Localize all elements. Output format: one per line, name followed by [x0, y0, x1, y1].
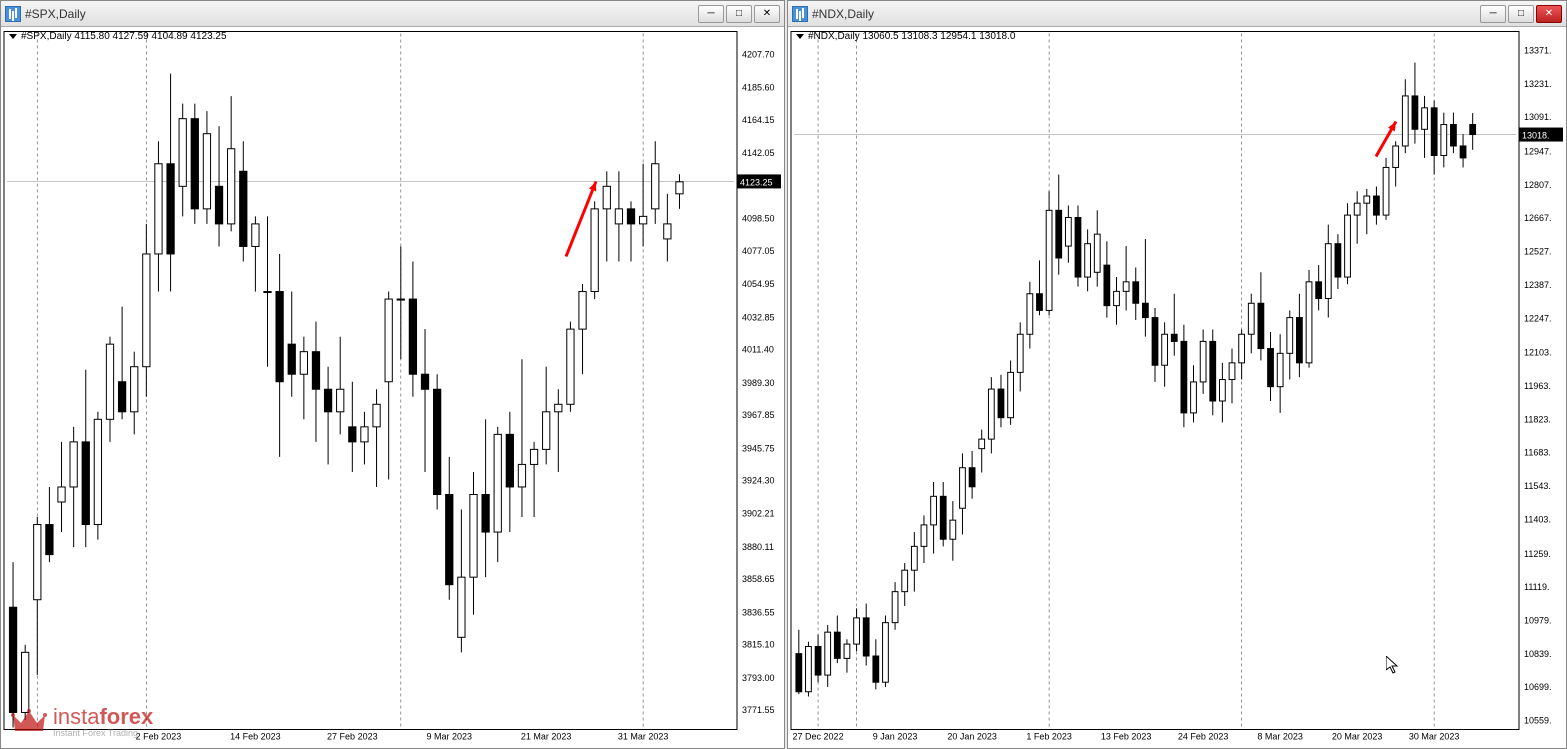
dropdown-icon[interactable]: [796, 34, 804, 39]
svg-text:24 Feb 2023: 24 Feb 2023: [1178, 732, 1229, 742]
svg-text:3945.75: 3945.75: [742, 443, 775, 453]
chart-window-ndx: #NDX,Daily ─ □ ✕ #NDX,Daily 13060.5 1310…: [787, 0, 1567, 749]
titlebar-text-spx: #SPX,Daily: [25, 7, 698, 21]
chart-svg-spx: 4207.70 4185.60 4164.15 4142.05 4123.25 4098.…: [1, 27, 784, 748]
svg-text:8 Mar 2023: 8 Mar 2023: [1257, 732, 1303, 742]
svg-text:27 Dec 2022: 27 Dec 2022: [793, 732, 844, 742]
svg-text:4142.05: 4142.05: [742, 148, 775, 158]
svg-text:11403.: 11403.: [1524, 514, 1551, 524]
logo-text: instaforex: [53, 704, 153, 729]
svg-text:4032.85: 4032.85: [742, 312, 775, 322]
svg-text:10979.: 10979.: [1524, 615, 1552, 625]
minimize-button[interactable]: ─: [1480, 5, 1506, 23]
svg-text:3836.55: 3836.55: [742, 607, 775, 617]
svg-text:3967.85: 3967.85: [742, 410, 775, 420]
svg-text:12387.: 12387.: [1524, 280, 1552, 290]
crown-icon: [11, 707, 47, 735]
minimize-button[interactable]: ─: [698, 5, 724, 23]
svg-text:11683.: 11683.: [1524, 448, 1551, 458]
maximize-button[interactable]: □: [726, 5, 752, 23]
svg-text:12103.: 12103.: [1524, 348, 1552, 358]
svg-text:9 Jan 2023: 9 Jan 2023: [873, 732, 918, 742]
svg-text:1 Feb 2023: 1 Feb 2023: [1026, 732, 1072, 742]
svg-text:11119.: 11119.: [1524, 582, 1550, 592]
svg-text:13371.: 13371.: [1524, 45, 1552, 55]
chart-icon: [792, 6, 808, 22]
svg-text:4207.70: 4207.70: [742, 49, 775, 59]
svg-text:3989.30: 3989.30: [742, 378, 775, 388]
svg-text:12947.: 12947.: [1524, 146, 1552, 156]
svg-text:3880.11: 3880.11: [742, 542, 774, 552]
svg-text:11823.: 11823.: [1524, 414, 1551, 424]
close-button[interactable]: ✕: [754, 5, 780, 23]
chart-window-spx: #SPX,Daily ─ □ ✕ #SPX,Daily 4115.80 4127…: [0, 0, 785, 749]
ohlc-text-ndx: #NDX,Daily 13060.5 13108.3 12954.1 13018…: [808, 31, 1015, 42]
svg-text:11963.: 11963.: [1524, 381, 1551, 391]
svg-text:3793.00: 3793.00: [742, 673, 775, 683]
svg-text:12807.: 12807.: [1524, 180, 1552, 190]
svg-text:3858.65: 3858.65: [742, 574, 775, 584]
svg-text:4098.50: 4098.50: [742, 214, 775, 224]
svg-text:3771.55: 3771.55: [742, 705, 775, 715]
svg-text:4054.95: 4054.95: [742, 279, 775, 289]
svg-text:3815.10: 3815.10: [742, 640, 775, 650]
chart-body-spx[interactable]: #SPX,Daily 4115.80 4127.59 4104.89 4123.…: [1, 27, 784, 748]
svg-text:14 Feb 2023: 14 Feb 2023: [230, 732, 281, 742]
dropdown-icon[interactable]: [9, 34, 17, 39]
svg-text:27 Feb 2023: 27 Feb 2023: [327, 732, 378, 742]
svg-text:9 Mar 2023: 9 Mar 2023: [426, 732, 472, 742]
svg-text:13018.: 13018.: [1522, 131, 1550, 141]
titlebar-text-ndx: #NDX,Daily: [812, 7, 1480, 21]
ohlc-label-spx: #SPX,Daily 4115.80 4127.59 4104.89 4123.…: [9, 31, 227, 42]
maximize-button[interactable]: □: [1508, 5, 1534, 23]
svg-text:10559.: 10559.: [1524, 716, 1552, 726]
svg-text:3924.30: 3924.30: [742, 476, 775, 486]
chart-svg-ndx: 13371. 13231. 13091. 13018. 12947. 12807. 1266…: [788, 27, 1566, 748]
svg-text:3902.21: 3902.21: [742, 509, 775, 519]
svg-text:4185.60: 4185.60: [742, 83, 775, 93]
svg-text:30 Mar 2023: 30 Mar 2023: [1409, 732, 1460, 742]
svg-text:12667.: 12667.: [1524, 213, 1552, 223]
svg-text:11543.: 11543.: [1524, 481, 1551, 491]
svg-text:13091.: 13091.: [1524, 112, 1552, 122]
close-button[interactable]: ✕: [1536, 5, 1562, 23]
svg-text:21 Mar 2023: 21 Mar 2023: [521, 732, 572, 742]
titlebar-spx[interactable]: #SPX,Daily ─ □ ✕: [1, 1, 784, 27]
svg-text:10699.: 10699.: [1524, 682, 1552, 692]
svg-text:4123.25: 4123.25: [740, 177, 773, 187]
svg-text:31 Mar 2023: 31 Mar 2023: [618, 732, 669, 742]
svg-text:4077.05: 4077.05: [742, 246, 775, 256]
chart-icon: [5, 6, 21, 22]
svg-text:12527.: 12527.: [1524, 247, 1552, 257]
ohlc-text-spx: #SPX,Daily 4115.80 4127.59 4104.89 4123.…: [21, 31, 227, 42]
svg-text:12247.: 12247.: [1524, 313, 1552, 323]
logo: instaforex Instant Forex Trading: [11, 704, 153, 738]
chart-body-ndx[interactable]: #NDX,Daily 13060.5 13108.3 12954.1 13018…: [788, 27, 1566, 748]
svg-text:4011.40: 4011.40: [742, 345, 774, 355]
ohlc-label-ndx: #NDX,Daily 13060.5 13108.3 12954.1 13018…: [796, 31, 1015, 42]
logo-tagline: Instant Forex Trading: [53, 728, 153, 738]
svg-text:4164.15: 4164.15: [742, 115, 775, 125]
svg-text:11259.: 11259.: [1524, 549, 1551, 559]
svg-text:20 Mar 2023: 20 Mar 2023: [1332, 732, 1383, 742]
svg-text:13231.: 13231.: [1524, 79, 1552, 89]
svg-text:20 Jan 2023: 20 Jan 2023: [947, 732, 997, 742]
svg-text:10839.: 10839.: [1524, 649, 1552, 659]
titlebar-ndx[interactable]: #NDX,Daily ─ □ ✕: [788, 1, 1566, 27]
svg-text:13 Feb 2023: 13 Feb 2023: [1101, 732, 1152, 742]
